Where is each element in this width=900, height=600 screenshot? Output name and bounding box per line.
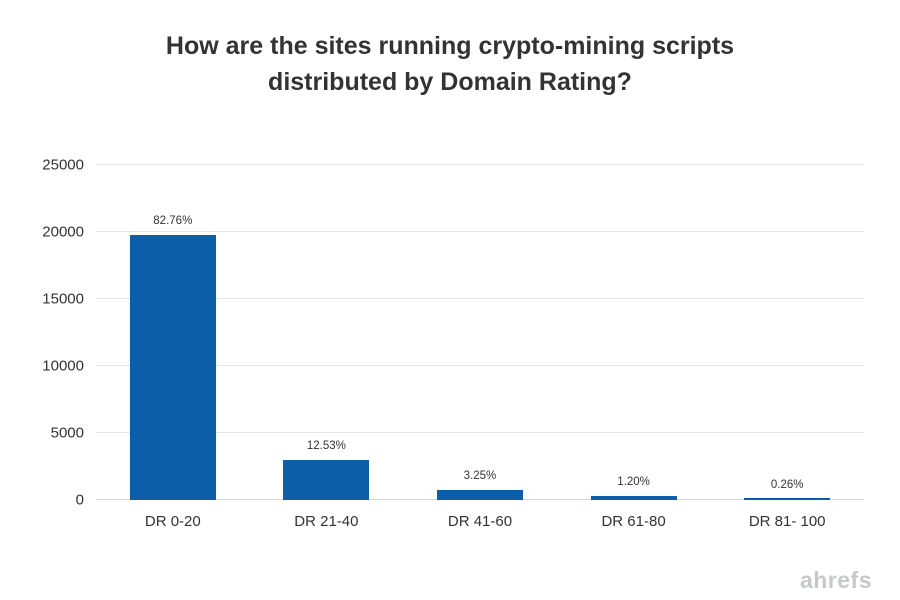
- y-tick-label: 15000: [42, 290, 84, 308]
- x-tick-label: DR 21-40: [294, 513, 359, 530]
- gridline: [96, 298, 864, 299]
- x-tick-label: DR 0-20: [144, 513, 201, 530]
- y-tick-label: 10000: [42, 357, 84, 375]
- bar-group: 0.26% DR 81- 100: [710, 165, 864, 530]
- bar-group: 1.20% DR 61-80: [557, 165, 711, 530]
- bar: [744, 498, 831, 500]
- gridline: [96, 365, 864, 366]
- y-tick-label: 5000: [50, 424, 84, 442]
- bar-value-label: 3.25%: [463, 469, 497, 482]
- bar: [283, 459, 370, 500]
- bar-value-label: 12.53%: [306, 439, 346, 452]
- x-tick-label: DR 81- 100: [748, 513, 826, 530]
- bar-value-label: 1.20%: [617, 476, 650, 489]
- ahrefs-logo: ahrefs: [799, 567, 872, 593]
- plot-area: 82.76% DR 0-20 12.53% DR 21-40 3.25% DR 41-60…: [96, 164, 864, 530]
- bar-group: 82.76% DR 0-20: [96, 165, 250, 530]
- bar: [590, 496, 677, 500]
- chart-title: How are the sites running crypto-mining …: [165, 32, 735, 97]
- y-tick-label: 20000: [42, 223, 84, 241]
- x-tick-label: DR 41-60: [447, 513, 513, 530]
- bar: [129, 234, 216, 500]
- y-axis: 0 5000 10000 15000 20000 25000: [0, 157, 88, 509]
- bar-group: 3.25% DR 41-60: [403, 165, 557, 530]
- bar-series: 82.76% DR 0-20 12.53% DR 21-40 3.25% DR 41-60…: [96, 165, 864, 530]
- bar: [436, 489, 523, 500]
- bar-value-label: 82.76%: [153, 214, 193, 227]
- y-tick-label: 0: [75, 491, 84, 509]
- bar-value-label: 0.26%: [770, 479, 804, 492]
- gridline: [96, 231, 864, 232]
- bar-group: 12.53% DR 21-40: [250, 165, 404, 530]
- gridline: [96, 432, 864, 433]
- gridline: [96, 164, 864, 165]
- x-tick-label: DR 61-80: [601, 513, 666, 530]
- y-tick-label: 25000: [42, 156, 84, 174]
